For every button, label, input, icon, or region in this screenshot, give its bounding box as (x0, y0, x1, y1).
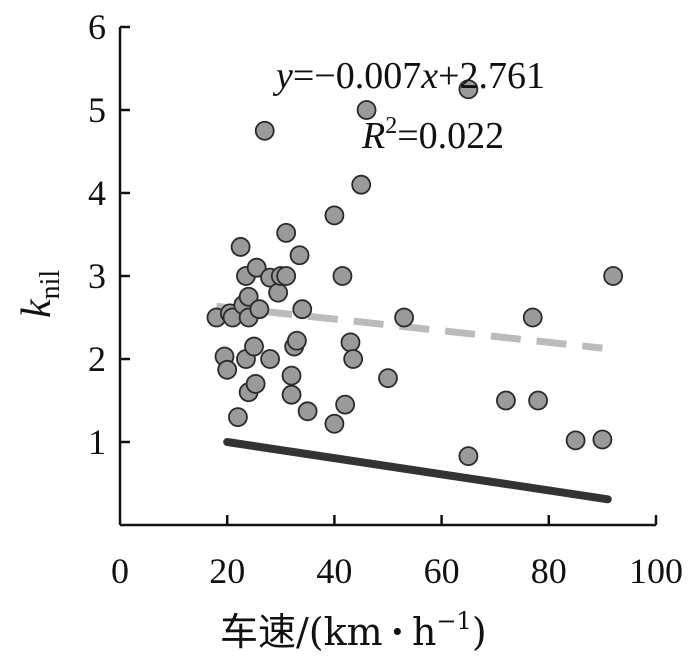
data-point (254, 120, 275, 141)
data-point (246, 257, 267, 278)
data-point (245, 373, 266, 394)
data-point (351, 174, 372, 195)
data-point (292, 299, 313, 320)
r-squared-label: R2=0.022 (361, 113, 504, 157)
data-point (281, 365, 302, 386)
data-point (244, 336, 264, 357)
data-point (378, 368, 398, 388)
data-point (276, 266, 297, 286)
data-point (230, 237, 251, 257)
data-point (522, 307, 543, 328)
regression-lines (216, 302, 612, 504)
data-point (343, 349, 364, 369)
data-point (268, 282, 289, 303)
data-point (324, 205, 345, 226)
y-tick-label: 2 (88, 339, 106, 379)
data-point (394, 307, 414, 328)
y-tick-label: 5 (88, 90, 106, 130)
data-point (458, 79, 479, 100)
x-tick-label: 60 (424, 551, 460, 591)
y-tick-label: 4 (88, 173, 106, 213)
data-point (286, 330, 307, 351)
data-point (340, 332, 361, 353)
threshold-line (223, 438, 612, 504)
data-point (496, 390, 516, 411)
regression-equation: y=−0.007x+2.761 (272, 55, 545, 97)
data-points (206, 79, 624, 467)
data-point (528, 390, 548, 411)
x-tick-label: 20 (209, 551, 245, 591)
x-tick-label: 100 (629, 551, 683, 591)
data-point (228, 407, 248, 428)
data-point (458, 446, 479, 467)
x-tick-label: 0 (111, 551, 129, 591)
data-point (356, 100, 377, 120)
data-point (281, 384, 302, 405)
data-point (249, 299, 270, 320)
data-point (238, 286, 259, 307)
y-tick-label: 1 (88, 422, 106, 462)
x-tick-label: 80 (531, 551, 567, 591)
data-point (217, 359, 238, 380)
x-tick-label: 40 (316, 551, 352, 591)
data-point (260, 349, 280, 369)
y-axis-title: knil (14, 270, 66, 318)
y-tick-label: 6 (88, 7, 106, 47)
data-point (565, 430, 586, 451)
axis-ticks: 0 20 40 60 80 100 1 2 3 4 5 6 (88, 7, 683, 591)
data-point (335, 394, 356, 415)
data-point (276, 222, 297, 243)
data-point (297, 401, 318, 422)
data-point (332, 266, 353, 286)
fit-line (216, 302, 603, 352)
x-axis-title: 车速/(km · h−1) (220, 607, 487, 654)
data-point (324, 413, 345, 434)
y-tick-label: 3 (88, 256, 106, 296)
data-point (592, 429, 613, 450)
data-point (289, 245, 310, 266)
data-point (603, 266, 624, 286)
